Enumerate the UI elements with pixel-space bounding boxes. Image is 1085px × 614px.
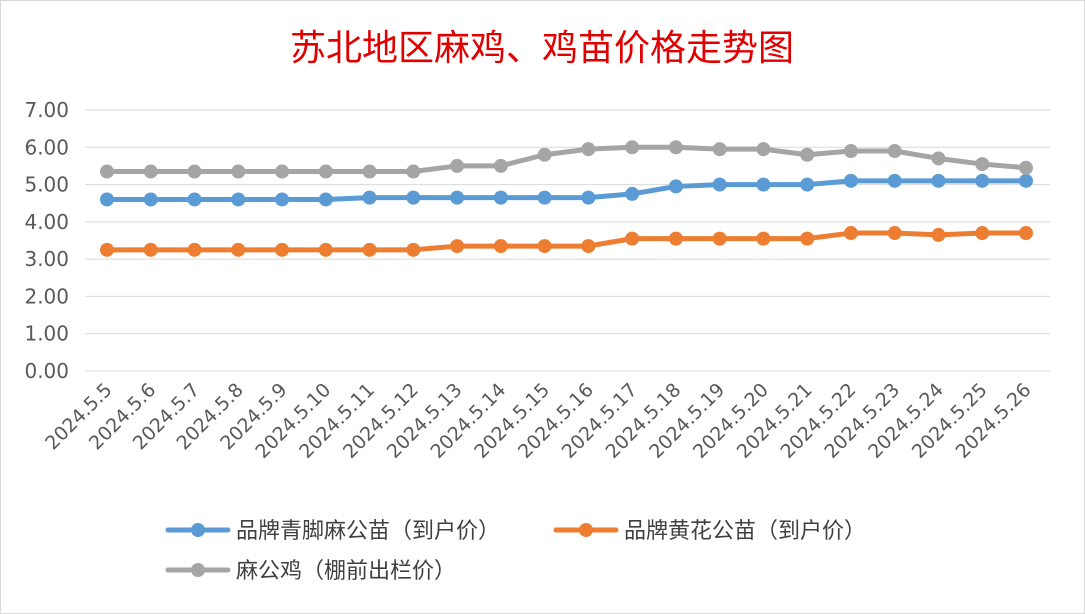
data-point bbox=[406, 164, 421, 179]
data-point bbox=[231, 164, 246, 179]
data-point bbox=[756, 231, 771, 246]
data-point bbox=[493, 239, 508, 254]
series-2 bbox=[100, 226, 1033, 257]
data-point bbox=[231, 242, 246, 257]
data-point bbox=[756, 177, 771, 192]
y-tick-label: 0.00 bbox=[24, 359, 69, 383]
legend-entry: 品牌黄花公苗（到户价） bbox=[553, 519, 866, 544]
y-tick-label: 2.00 bbox=[24, 284, 69, 308]
data-point bbox=[187, 164, 202, 179]
data-point bbox=[931, 173, 946, 188]
data-point bbox=[625, 231, 640, 246]
data-point bbox=[275, 192, 290, 207]
data-point bbox=[537, 147, 552, 162]
data-point bbox=[975, 173, 990, 188]
data-point bbox=[100, 192, 114, 207]
data-point bbox=[406, 190, 421, 205]
data-point bbox=[581, 142, 596, 157]
y-tick-label: 6.00 bbox=[24, 135, 69, 159]
data-point bbox=[581, 190, 596, 205]
legend-label: 麻公鸡（棚前出栏价） bbox=[236, 559, 456, 584]
data-point bbox=[318, 192, 333, 207]
data-point bbox=[318, 164, 333, 179]
data-point bbox=[537, 239, 552, 254]
series-3 bbox=[100, 140, 1033, 179]
data-point bbox=[493, 190, 508, 205]
y-tick-label: 5.00 bbox=[24, 173, 69, 197]
legend-swatch-marker bbox=[191, 523, 205, 537]
legend-label: 品牌黄花公苗（到户价） bbox=[624, 519, 866, 544]
data-point bbox=[887, 144, 902, 159]
y-axis-ticks: 0.00 1.00 2.00 3.00 4.00 5.00 6.00 7.00 bbox=[24, 98, 69, 383]
data-point bbox=[800, 231, 815, 246]
data-point bbox=[275, 164, 290, 179]
data-point bbox=[843, 144, 858, 159]
data-point bbox=[712, 142, 727, 157]
legend: 品牌青脚麻公苗（到户价） 品牌黄花公苗（到户价） 麻公鸡（棚前出栏价） bbox=[165, 519, 866, 584]
data-point bbox=[450, 239, 465, 254]
data-point bbox=[931, 151, 946, 166]
gridlines bbox=[85, 109, 1050, 372]
data-point bbox=[275, 242, 290, 257]
data-point bbox=[143, 164, 158, 179]
legend-swatch-marker bbox=[579, 523, 593, 537]
data-point bbox=[668, 231, 683, 246]
data-point bbox=[668, 179, 683, 194]
data-point bbox=[362, 190, 377, 205]
data-point bbox=[406, 242, 421, 257]
y-tick-label: 7.00 bbox=[24, 98, 69, 122]
legend-entry: 麻公鸡（棚前出栏价） bbox=[165, 559, 456, 584]
data-point bbox=[537, 190, 552, 205]
data-point bbox=[756, 142, 771, 157]
data-point bbox=[931, 227, 946, 242]
data-point bbox=[187, 242, 202, 257]
data-point bbox=[712, 231, 727, 246]
data-point bbox=[143, 242, 158, 257]
series-line bbox=[104, 144, 1029, 175]
data-point bbox=[362, 164, 377, 179]
data-point bbox=[100, 242, 114, 257]
data-point bbox=[1019, 173, 1033, 188]
data-point bbox=[362, 242, 377, 257]
series-lines bbox=[100, 140, 1033, 257]
y-tick-label: 1.00 bbox=[24, 322, 69, 346]
data-point bbox=[318, 242, 333, 257]
legend-label: 品牌青脚麻公苗（到户价） bbox=[236, 519, 500, 544]
data-point bbox=[975, 226, 990, 241]
data-point bbox=[712, 177, 727, 192]
data-point bbox=[625, 186, 640, 201]
data-point bbox=[843, 173, 858, 188]
data-point bbox=[887, 173, 902, 188]
y-tick-label: 4.00 bbox=[24, 210, 69, 234]
data-point bbox=[625, 140, 640, 155]
legend-entry: 品牌青脚麻公苗（到户价） bbox=[165, 519, 500, 544]
chart-title: 苏北地区麻鸡、鸡苗价格走势图 bbox=[290, 28, 794, 69]
legend-swatch-marker bbox=[191, 563, 205, 577]
data-point bbox=[843, 226, 858, 241]
data-point bbox=[187, 192, 202, 207]
data-point bbox=[668, 140, 683, 155]
data-point bbox=[143, 192, 158, 207]
data-point bbox=[231, 192, 246, 207]
series-line bbox=[104, 178, 1029, 202]
data-point bbox=[1019, 160, 1033, 175]
series-line bbox=[104, 230, 1029, 253]
data-point bbox=[800, 147, 815, 162]
series-1 bbox=[100, 173, 1033, 207]
data-point bbox=[1019, 226, 1033, 241]
data-point bbox=[975, 157, 990, 172]
data-point bbox=[800, 177, 815, 192]
y-tick-label: 3.00 bbox=[24, 247, 69, 271]
data-point bbox=[493, 158, 508, 173]
data-point bbox=[887, 226, 902, 241]
data-point bbox=[100, 164, 114, 179]
data-point bbox=[450, 158, 465, 173]
data-point bbox=[450, 190, 465, 205]
data-point bbox=[581, 239, 596, 254]
